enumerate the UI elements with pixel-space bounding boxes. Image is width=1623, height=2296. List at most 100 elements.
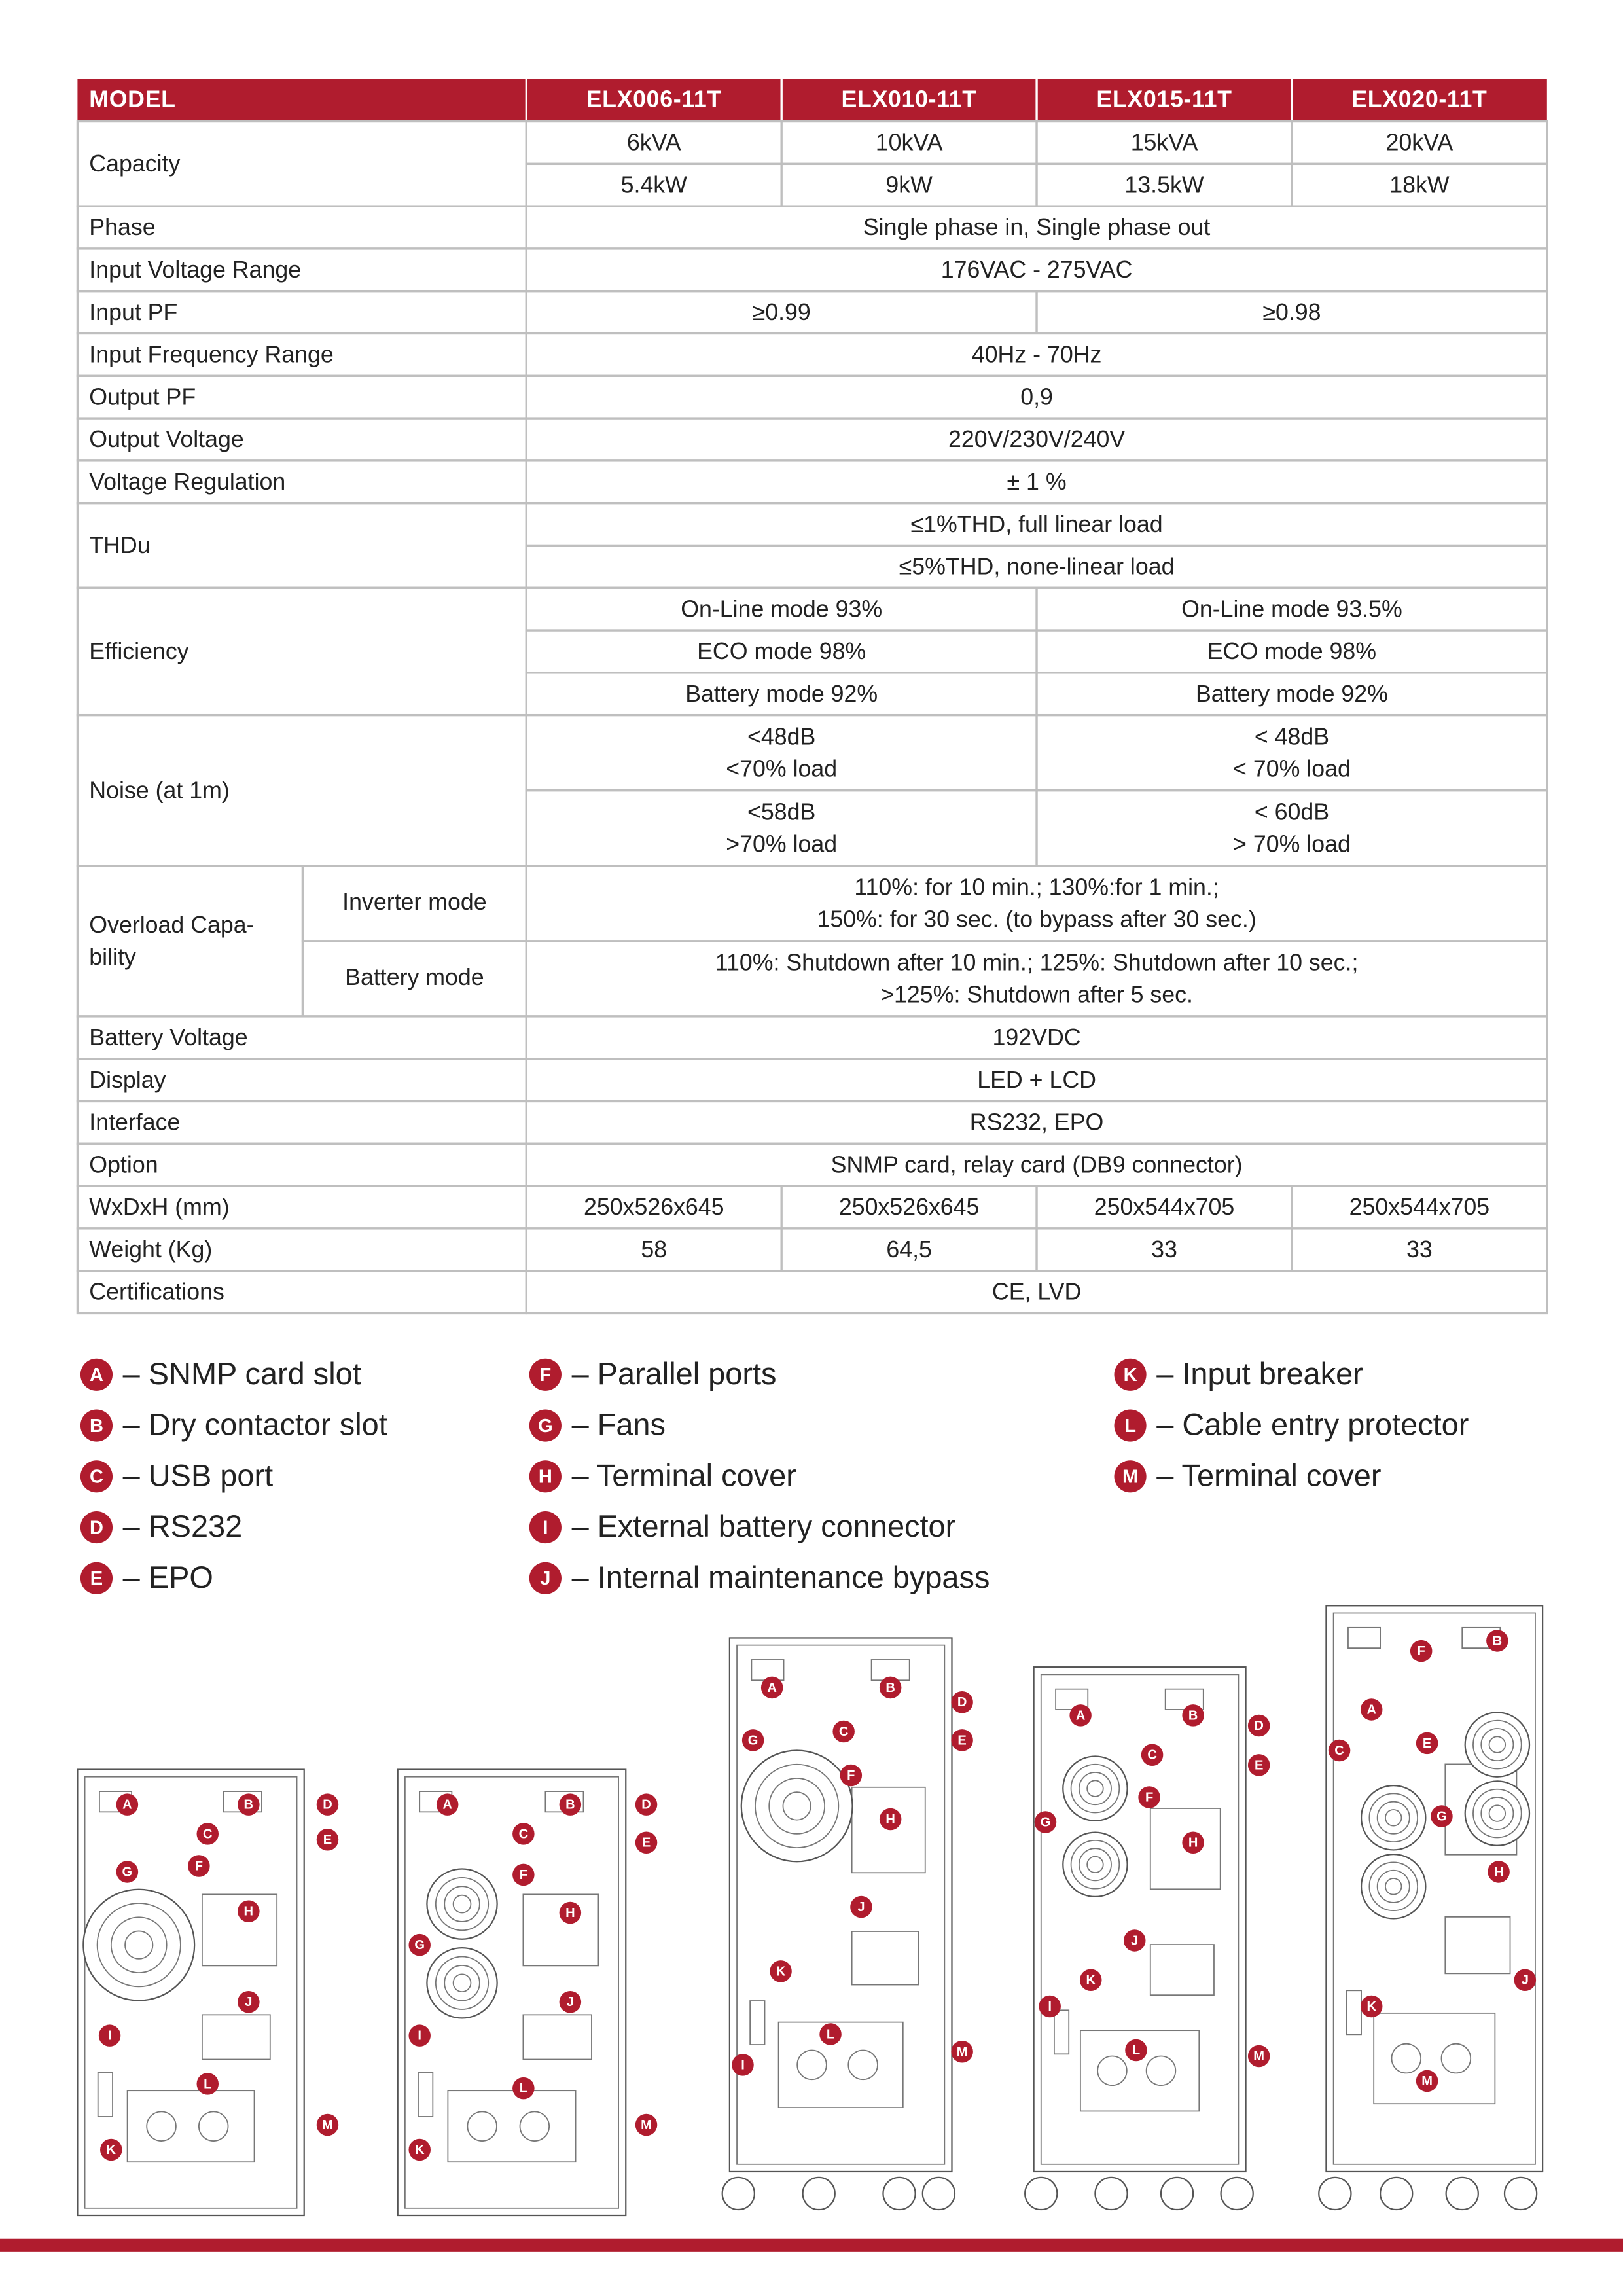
fan-grille [435,1956,490,2010]
callout-letter: I [418,2029,421,2043]
label-cell [76,290,527,335]
callout-badge [559,1991,582,2013]
legend-letter: K [1124,1365,1137,1386]
callout-badge [1079,1969,1102,1992]
cell-text: 176VAC - 275VAC [941,257,1133,283]
cable-panel [777,2021,904,2108]
cell-text: 15kVA [1131,130,1198,156]
value-cell [525,459,1548,505]
callout-letter: L [204,2077,211,2091]
legend-text: – Dry contactor slot [123,1408,387,1442]
ups-body [728,1637,953,2173]
legend-text: – USB port [123,1458,273,1492]
cell-text: 10kVA [876,130,943,156]
cell-text: <48dB [747,723,815,749]
legend-badge [529,1358,562,1391]
cable-gland [1440,2043,1472,2074]
bypass-panel [1444,1916,1511,1975]
cell-text: 9kW [885,171,933,198]
callout-badge [1182,1831,1204,1854]
header-cell: MODEL [89,86,175,113]
callout-badge [1141,1744,1164,1766]
callout-badge [316,1829,339,1851]
callout-letter: E [957,1733,966,1748]
value-cell [525,1015,1548,1060]
label-cell [76,1100,527,1145]
callout-badge [819,2023,842,2045]
legend-text: – Terminal cover [572,1458,796,1492]
cell-text: <58dB [747,798,815,825]
callout-badge [116,1861,139,1883]
cell-text: 192VDC [993,1024,1081,1050]
callout-letter: E [1255,1758,1263,1772]
cell-text: >70% load [726,831,837,857]
callout-letter: F [847,1768,855,1783]
fan-grille [1472,1719,1522,1770]
callout-badge [741,1729,764,1751]
cable-gland [1391,2043,1422,2074]
callout-badge [408,2024,431,2047]
fan-grille [782,1791,812,1821]
cable-panel [1373,2012,1496,2105]
cable-gland [1097,2055,1128,2087]
ups-frame [1040,1674,1240,2165]
cell-text: Efficiency [89,638,188,664]
callout-letter: M [957,2045,968,2059]
cell-text: 250x526x645 [839,1194,980,1220]
fan-grille [96,1903,181,1988]
value-cell [525,1058,1548,1103]
callout-letter: G [1041,1815,1051,1829]
cell-text: < 48dB [1255,723,1329,749]
value-cell [1035,672,1548,717]
legend-badge [529,1562,562,1594]
terminal-panel [1149,1808,1221,1890]
callout-letter: H [244,1905,254,1919]
cell-text: 110%: for 10 min.; 130%:for 1 min.; [854,874,1219,900]
callout-letter: C [519,1827,529,1841]
label-cell [76,713,527,867]
callout-badge [832,1720,855,1743]
cell-text: 250x526x645 [584,1194,724,1220]
callout-letter: H [885,1812,895,1827]
callout-badge [512,1863,535,1886]
cell-text: SNMP card, relay card (DB9 connector) [831,1151,1243,1177]
legend-badge [80,1460,113,1493]
legend-letter: I [543,1517,548,1538]
header-cell: ELX006-11T [586,86,722,113]
fan-grille [1385,1878,1402,1895]
fan-grille [452,1894,472,1914]
callout-badge [1034,1811,1057,1833]
label-cell [76,205,527,250]
callout-badge [1138,1786,1160,1808]
value-cell [525,1185,783,1230]
fan [1062,1755,1128,1821]
callout-badge [512,2077,535,2100]
cell-text: RS232, EPO [970,1109,1104,1136]
callout-badge [1416,1732,1438,1755]
fan-grille [124,1930,154,1960]
breaker [1346,1990,1362,2036]
slot-panel [1347,1626,1382,1649]
sublabel-text: Battery mode [345,964,484,990]
callout-letter: A [767,1681,777,1695]
cell-text: CE, LVD [992,1279,1081,1305]
ups-frame [84,1776,298,2209]
cell-text: WxDxH (mm) [89,1194,229,1220]
terminal-panel [522,1893,599,1967]
cell-text: Input Frequency Range [89,342,333,368]
legend-letter: D [90,1517,103,1538]
legend-badge [80,1511,113,1544]
value-cell [525,1269,1548,1315]
value-cell [525,162,783,207]
cell-text: Interface [89,1109,180,1136]
legend-badge [80,1409,113,1442]
fan-grille [1368,1861,1418,1912]
fan-grille [1488,1804,1507,1822]
cell-text: Certifications [89,1279,224,1305]
cable-gland [847,2049,878,2081]
cell-text: 18kW [1389,171,1450,198]
callout-badge [196,2073,219,2095]
label-cell [76,374,527,420]
callout-badge [196,1823,219,1845]
cell-text: Output PF [89,384,196,410]
